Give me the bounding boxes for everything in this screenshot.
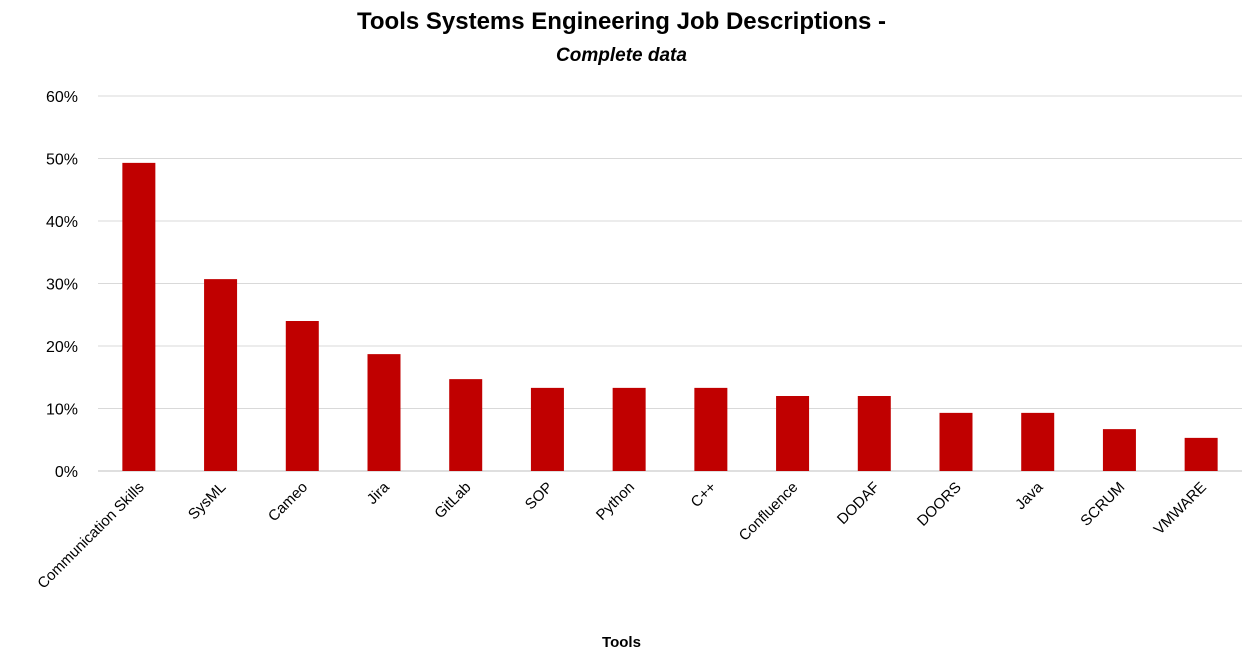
bar-dodaf (857, 396, 891, 471)
x-tick-label: Cameo (265, 479, 311, 525)
y-tick-label: 50% (46, 152, 78, 169)
x-tick-label: Communication Skills (34, 479, 147, 592)
x-axis-label: Tools (602, 634, 641, 651)
y-axis-ticks: 0% 10% 20% 30% 40% 50% 60% (46, 89, 78, 481)
x-tick-label: Python (593, 479, 638, 524)
x-tick-label: SCRUM (1077, 479, 1128, 530)
x-tick-label: GitLab (431, 479, 474, 522)
bar-vmware (1184, 437, 1218, 471)
x-tick-label: Java (1012, 478, 1047, 513)
x-tick-label: Jira (364, 478, 394, 508)
x-tick-label: DODAF (834, 479, 883, 528)
bar-gitlab (449, 379, 483, 471)
bar-confluence (776, 396, 810, 471)
x-tick-label: SysML (185, 479, 229, 523)
bars (122, 162, 1218, 471)
x-tick-label: Confluence (736, 479, 802, 545)
y-tick-label: 30% (46, 277, 78, 294)
x-tick-label: DOORS (914, 479, 965, 530)
bar-jira (367, 354, 401, 471)
bar-python (612, 387, 646, 471)
bar-c- (694, 387, 728, 471)
chart-title: Tools Systems Engineering Job Descriptio… (357, 8, 886, 35)
bar-sop (530, 387, 564, 471)
y-tick-label: 0% (55, 464, 78, 481)
bar-cameo (285, 321, 319, 471)
gridlines (98, 95, 1242, 472)
y-tick-label: 40% (46, 214, 78, 231)
bar-communication-skills (122, 162, 156, 471)
y-tick-label: 60% (46, 89, 78, 106)
x-tick-label: SOP (522, 479, 556, 513)
x-axis-ticks: Communication Skills SysML Cameo Jira GitLab… (34, 478, 1210, 592)
x-tick-label: C++ (688, 479, 720, 511)
bar-java (1021, 412, 1055, 471)
y-tick-label: 10% (46, 402, 78, 419)
x-tick-label: VMWARE (1151, 479, 1210, 538)
bar-sysml (204, 279, 238, 471)
bar-scrum (1102, 429, 1136, 471)
y-tick-label: 20% (46, 339, 78, 356)
bar-doors (939, 412, 973, 471)
chart-subtitle: Complete data (556, 45, 687, 66)
